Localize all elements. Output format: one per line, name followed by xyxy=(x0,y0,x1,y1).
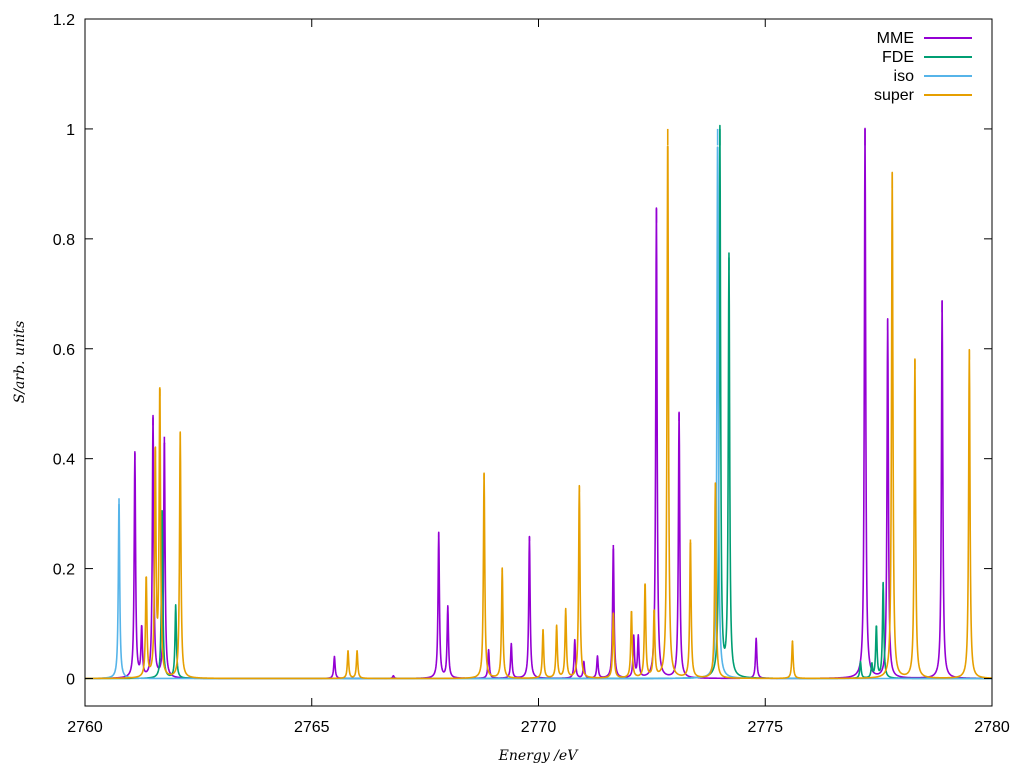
x-tick-label: 2775 xyxy=(747,719,783,736)
x-tick-label: 2760 xyxy=(67,719,103,736)
y-tick-label: 1 xyxy=(66,122,75,139)
y-tick-label: 0.2 xyxy=(53,562,75,579)
legend-label: iso xyxy=(894,68,915,85)
x-tick-label: 2765 xyxy=(294,719,330,736)
legend-item-super: super xyxy=(874,87,972,104)
plot-series-layer xyxy=(84,124,993,680)
y-tick-labels: 0 0.2 0.4 0.6 0.8 1 1.2 xyxy=(53,12,75,689)
x-tick-label: 2780 xyxy=(974,719,1010,736)
series-line-super xyxy=(84,145,993,680)
legend-label: FDE xyxy=(882,49,914,66)
axis-ticks xyxy=(84,18,993,706)
x-axis-title: Energy /eV xyxy=(498,748,580,764)
x-tick-labels: 2760 2765 2770 2775 2780 xyxy=(67,719,1010,736)
legend-item-iso: iso xyxy=(894,68,972,85)
y-tick-label: 0.6 xyxy=(53,342,75,359)
legend-label: MME xyxy=(877,30,914,47)
y-tick-label: 0 xyxy=(66,672,75,689)
y-axis-title: S/arb. units xyxy=(12,321,28,404)
legend-item-fde: FDE xyxy=(882,49,972,66)
y-tick-label: 0.4 xyxy=(53,452,75,469)
y-tick-label: 0.8 xyxy=(53,232,75,249)
y-tick-label: 1.2 xyxy=(53,12,75,29)
legend: MME FDE iso super xyxy=(874,30,972,104)
legend-item-mme: MME xyxy=(877,30,972,47)
legend-label: super xyxy=(874,87,915,104)
x-tick-label: 2770 xyxy=(521,719,557,736)
